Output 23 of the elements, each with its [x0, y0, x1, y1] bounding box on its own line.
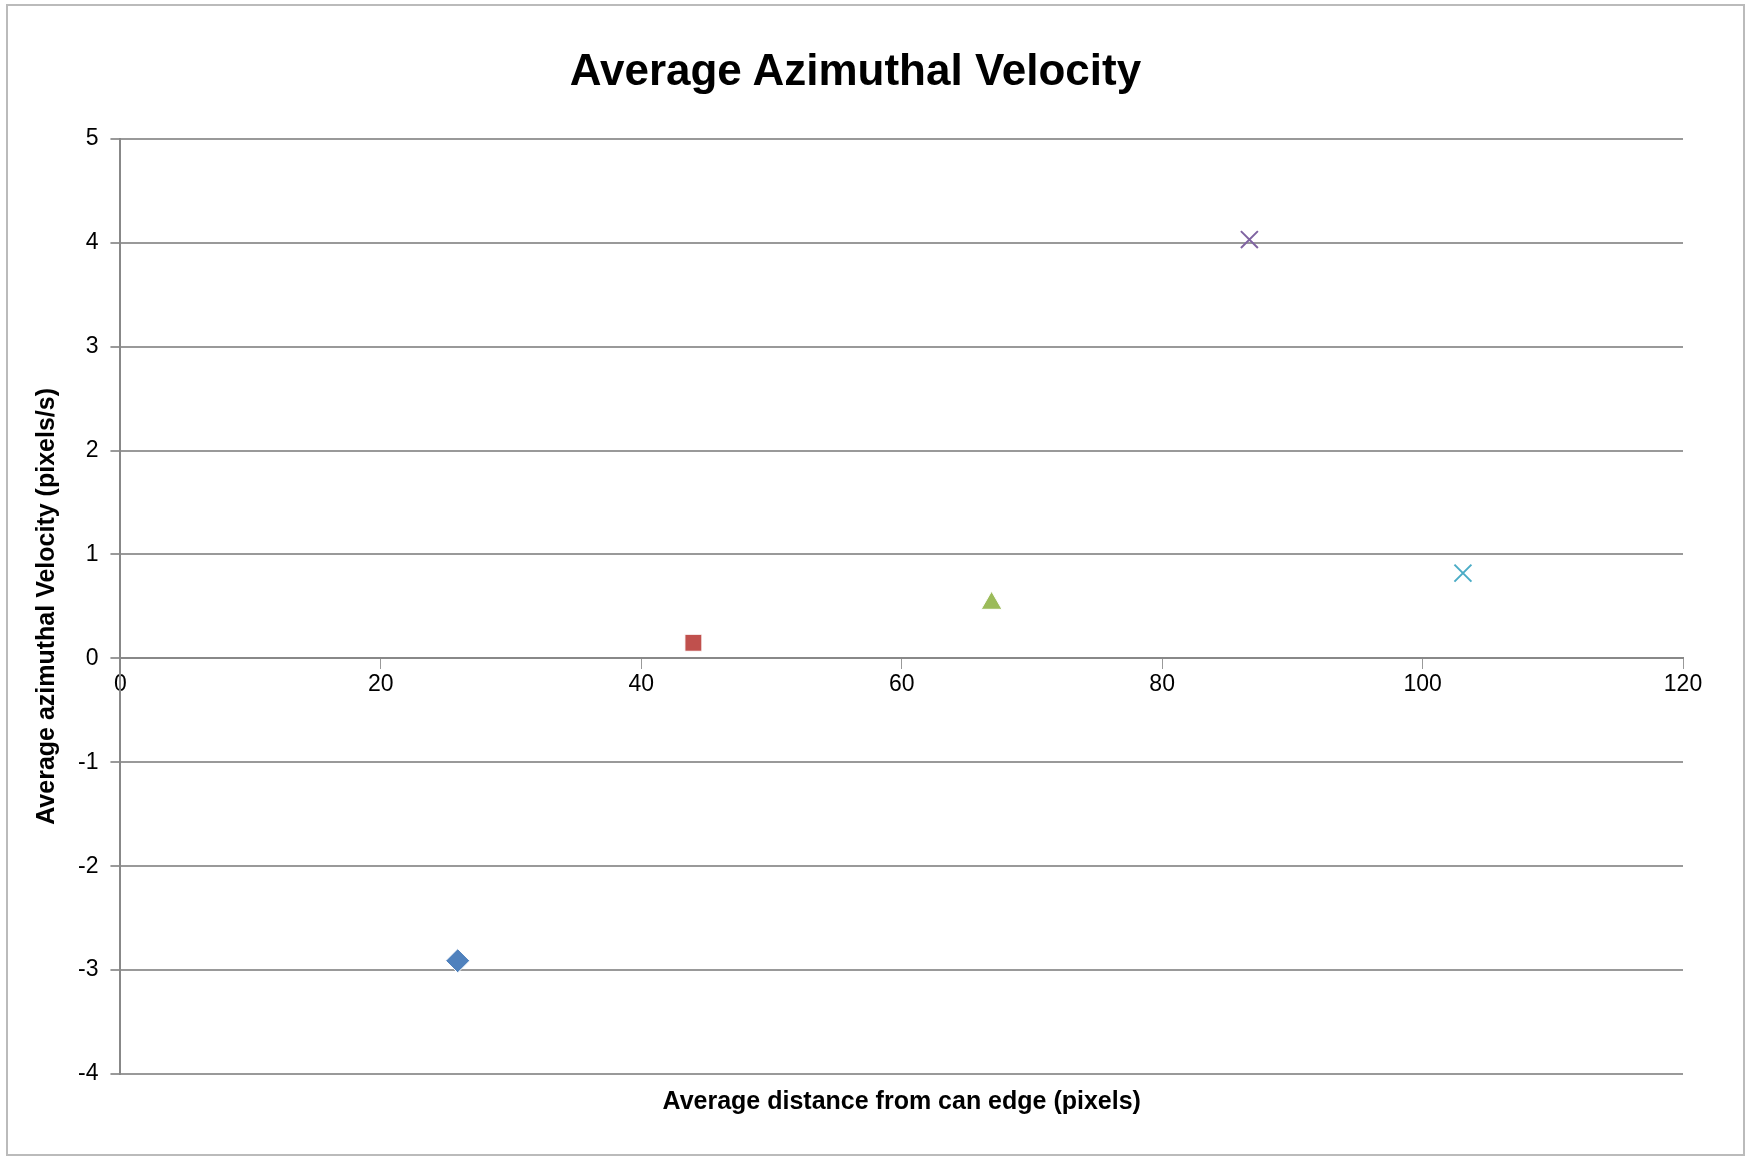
y-tick-label: -2 — [78, 851, 99, 878]
y-tick-label: 2 — [85, 435, 99, 462]
x-tick-label: 60 — [888, 670, 915, 697]
x-tick-label: 120 — [1663, 670, 1703, 697]
chart-title: Average Azimuthal Velocity — [569, 44, 1142, 94]
y-tick-label: -3 — [78, 955, 99, 982]
x-tick-label: 80 — [1149, 670, 1175, 697]
y-tick-label: 4 — [85, 228, 99, 255]
y-tick-label: 3 — [85, 331, 99, 358]
y-tick-label: 0 — [85, 643, 99, 670]
point — [1239, 230, 1259, 250]
y-tick-label: 1 — [85, 539, 99, 566]
point — [1453, 563, 1473, 583]
y-tick-label: -1 — [78, 747, 99, 774]
x-axis-title: Average distance from can edge (pixels) — [662, 1086, 1141, 1115]
y-tick-label: 5 — [85, 124, 99, 151]
point — [445, 948, 471, 974]
y-axis-title: Average azimuthal Velocity (pixels/s) — [30, 388, 59, 825]
x-tick-label: 40 — [628, 670, 655, 697]
x-tick-label: 20 — [368, 670, 394, 697]
point — [684, 633, 703, 652]
x-tick-label: 100 — [1403, 670, 1442, 697]
y-tick-label: -4 — [78, 1059, 99, 1086]
